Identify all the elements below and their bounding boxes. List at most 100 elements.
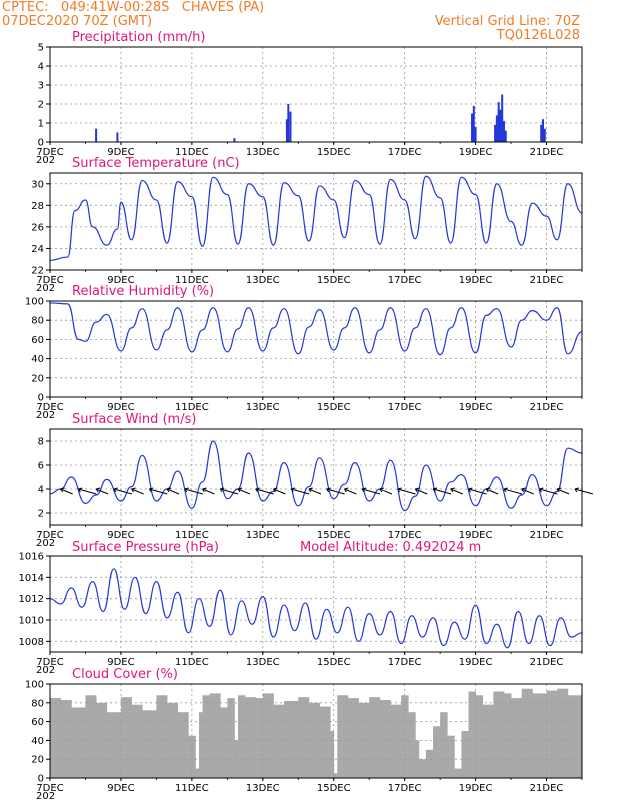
cloud-bar — [188, 735, 196, 778]
y-tick-label: 0 — [38, 774, 44, 785]
wind-arrow-head — [184, 487, 189, 493]
temp-frame — [49, 172, 583, 271]
x-tick-label: 15DEC — [317, 402, 351, 413]
x-tick-label: 13DEC — [246, 275, 280, 286]
wind-series-line — [49, 440, 583, 512]
y-tick-label: 1008 — [19, 637, 44, 648]
cloud-bar — [273, 704, 285, 778]
wind-arrow-head — [202, 487, 207, 493]
cloud-bar — [415, 740, 420, 778]
y-tick-label: 22 — [31, 266, 44, 277]
cloud-bar — [255, 698, 264, 778]
precip-bar — [285, 119, 288, 142]
cloud-bar — [120, 697, 132, 778]
x-tick-label: 15DEC — [317, 657, 351, 668]
wind-arrow-head — [95, 487, 101, 493]
wind-arrow-head — [237, 487, 243, 493]
wind-arrow-head — [397, 487, 402, 493]
cloud-bar — [60, 699, 72, 778]
pres-panel: Surface Pressure (hPa) Model Altitude: 0… — [19, 540, 583, 676]
x-tick-label: 17DEC — [388, 530, 422, 541]
pres-title: Surface Pressure (hPa) — [72, 540, 219, 555]
cloud-bar — [482, 704, 494, 778]
precip-bar — [233, 138, 236, 142]
precip-bar — [289, 111, 292, 142]
x-tick-label: 13DEC — [246, 147, 280, 158]
y-tick-label: 20 — [31, 755, 44, 766]
y-tick-label: 2 — [38, 100, 44, 111]
y-tick-label: 20 — [31, 373, 44, 384]
year-label: 202 — [36, 155, 55, 166]
wind-arrow-head — [485, 487, 491, 493]
y-tick-label: 24 — [31, 244, 44, 255]
x-tick-label: 19DEC — [459, 530, 493, 541]
cloud-bar — [298, 697, 310, 778]
wind-arrow-head — [308, 487, 314, 493]
precip-bar — [501, 94, 504, 142]
precip-bar — [541, 119, 544, 142]
cloud-bar — [532, 693, 547, 778]
cloud-bar — [202, 695, 210, 778]
wind-arrow-head — [273, 487, 278, 493]
cloud-bar — [511, 698, 523, 778]
cloud-bar — [493, 691, 505, 778]
pres-series-line — [49, 568, 583, 649]
cloud-bar — [209, 693, 221, 778]
x-tick-label: 13DEC — [246, 530, 280, 541]
wind-arrow — [220, 488, 239, 495]
wind-arrow — [397, 488, 416, 495]
wind-arrow — [166, 488, 180, 495]
precip-bar — [502, 121, 505, 142]
x-tick-label: 9DEC — [107, 657, 134, 668]
x-tick-label: 13DEC — [246, 402, 280, 413]
x-tick-label: 21DEC — [530, 657, 564, 668]
wind-arrow-head — [556, 487, 562, 493]
temp-panel: Surface Temperature (nC) 22 24 26 28 30 7DEC 9… — [31, 156, 583, 294]
y-tick-label: 0 — [38, 393, 44, 404]
cloud-bar — [337, 695, 349, 778]
x-tick-label: 21DEC — [530, 530, 564, 541]
precip-panel: Precipitation (mm/h) 0 1 2 3 4 5 7DEC 9DEC 11DEC… — [36, 30, 583, 166]
cloud-bar — [369, 697, 381, 778]
wind-arrow-head — [468, 487, 473, 493]
cloud-bar — [198, 712, 203, 778]
forecast-date: 07DEC2020 70Z (GMT) — [2, 14, 153, 29]
cloud-bar — [50, 698, 62, 778]
cloud-bar — [284, 700, 299, 778]
y-tick-label: 80 — [31, 316, 44, 327]
wind-arrow — [78, 488, 97, 495]
y-tick-label: 40 — [31, 736, 44, 747]
cloud-bar — [358, 702, 370, 778]
wind-arrow — [237, 488, 251, 495]
wind-arrow — [344, 488, 357, 495]
cloud-bar — [440, 712, 448, 778]
wind-arrow-head — [326, 487, 331, 493]
precip-bar — [494, 124, 497, 142]
x-tick-label: 7DEC — [36, 275, 63, 286]
cloud-bar — [454, 768, 462, 778]
x-tick-label: 15DEC — [317, 530, 351, 541]
wind-arrow-head — [503, 487, 509, 493]
cloud-bar — [85, 695, 97, 778]
cloud-bar — [475, 695, 484, 778]
wind-arrow-head — [60, 487, 65, 493]
wind-arrow-head — [148, 487, 154, 493]
y-tick-label: 6 — [38, 461, 44, 472]
x-tick-label: 19DEC — [459, 783, 493, 794]
rh-series-line — [49, 302, 583, 356]
x-tick-label: 21DEC — [530, 783, 564, 794]
precip-bar — [472, 105, 475, 142]
x-tick-label: 11DEC — [175, 783, 209, 794]
year-label: 202 — [36, 791, 55, 800]
x-tick-label: 9DEC — [107, 275, 134, 286]
x-tick-label: 11DEC — [175, 147, 209, 158]
wind-arrow-head — [450, 487, 455, 493]
cloud-bar — [468, 691, 476, 778]
cloud-bar — [195, 768, 200, 778]
precip-title: Precipitation (mm/h) — [72, 30, 205, 45]
cloud-bar — [142, 710, 157, 778]
model-code: TQ0126L028 — [496, 28, 580, 43]
x-tick-label: 7DEC — [36, 783, 63, 794]
wind-arrow — [556, 488, 570, 495]
